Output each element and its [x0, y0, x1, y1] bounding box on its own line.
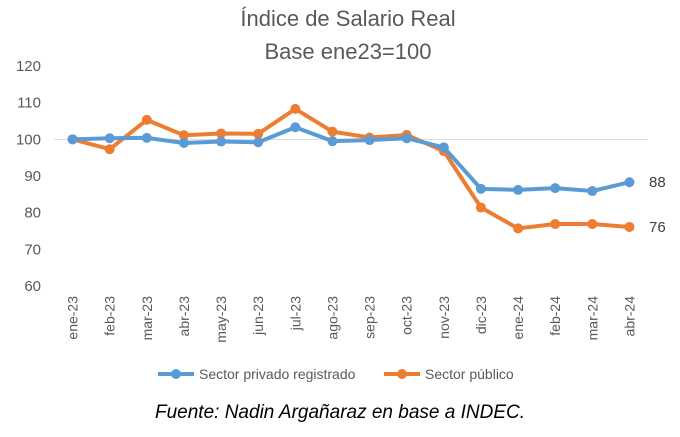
x-tick-label: ago-23: [324, 296, 340, 340]
end-value-label: 88: [649, 174, 666, 191]
data-point: [290, 122, 301, 133]
plot-area: [67, 103, 635, 234]
x-tick-label: nov-23: [436, 296, 452, 339]
data-point: [550, 219, 561, 230]
x-tick-label: abr-23: [176, 296, 192, 337]
x-tick-label: oct-23: [399, 296, 415, 335]
data-point: [327, 126, 338, 137]
series-line: [70, 125, 632, 194]
y-tick-label: 120: [16, 58, 41, 75]
legend: Sector privado registrado Sector público: [158, 366, 514, 382]
data-point: [178, 130, 189, 141]
x-tick-label: abr-24: [621, 296, 637, 337]
data-point: [104, 133, 115, 144]
legend-label: Sector privado registrado: [199, 366, 356, 382]
series: [67, 103, 635, 234]
legend-item: Sector público: [384, 366, 514, 382]
legend-marker: [397, 369, 407, 379]
data-point: [513, 223, 524, 234]
series-line: [70, 106, 632, 231]
x-tick-label: ene-24: [510, 296, 526, 340]
data-point: [67, 134, 78, 145]
y-tick-label: 70: [24, 241, 41, 258]
source-note: Fuente: Nadin Argañaraz en base a INDEC.: [155, 402, 525, 423]
data-point: [327, 136, 338, 147]
legend-marker: [171, 369, 181, 379]
data-point: [550, 183, 561, 194]
data-point: [401, 133, 412, 144]
x-tick-label: feb-23: [102, 296, 118, 336]
end-value-label: 76: [649, 219, 666, 236]
data-point: [253, 137, 264, 148]
data-point: [253, 128, 264, 139]
data-point: [290, 103, 301, 114]
x-tick-label: jun-23: [250, 296, 266, 336]
y-tick-label: 110: [17, 95, 41, 112]
chart-title-line-1: Índice de Salario Real: [240, 6, 455, 31]
x-tick-label: may-23: [213, 296, 229, 343]
data-point: [624, 177, 635, 188]
data-point: [513, 184, 524, 195]
data-point: [587, 219, 598, 230]
data-point: [438, 142, 449, 153]
x-tick-label: mar-23: [139, 296, 155, 341]
y-tick-label: 90: [24, 168, 41, 185]
data-point: [216, 136, 227, 147]
x-tick-label: feb-24: [547, 296, 563, 336]
x-tick-label: mar-24: [584, 296, 600, 341]
data-point: [475, 202, 486, 213]
y-tick-label: 80: [24, 205, 41, 222]
data-point: [475, 183, 486, 194]
x-tick-label: sep-23: [362, 296, 378, 339]
x-axis: ene-23 feb-23 mar-23 abr-23 may-23 jun-23 jul-…: [65, 296, 638, 343]
data-point: [141, 114, 152, 125]
y-tick-label: 60: [24, 278, 41, 295]
data-point: [104, 144, 115, 155]
data-point: [364, 135, 375, 146]
legend-item: Sector privado registrado: [158, 366, 356, 382]
legend-label: Sector público: [425, 366, 514, 382]
data-point: [178, 138, 189, 148]
y-tick-label: 100: [16, 131, 41, 148]
y-axis: 60 70 80 90 100 110 120: [16, 58, 41, 295]
chart-title-line-2: Base ene23=100: [265, 39, 432, 64]
x-tick-label: dic-23: [473, 296, 489, 334]
data-point: [216, 128, 227, 139]
data-point: [141, 132, 152, 143]
data-point: [624, 221, 635, 232]
x-tick-label: ene-23: [65, 296, 81, 340]
x-tick-label: jul-23: [287, 296, 303, 331]
series: [67, 122, 635, 197]
end-labels: 88 76: [649, 174, 666, 236]
data-point: [587, 186, 598, 197]
